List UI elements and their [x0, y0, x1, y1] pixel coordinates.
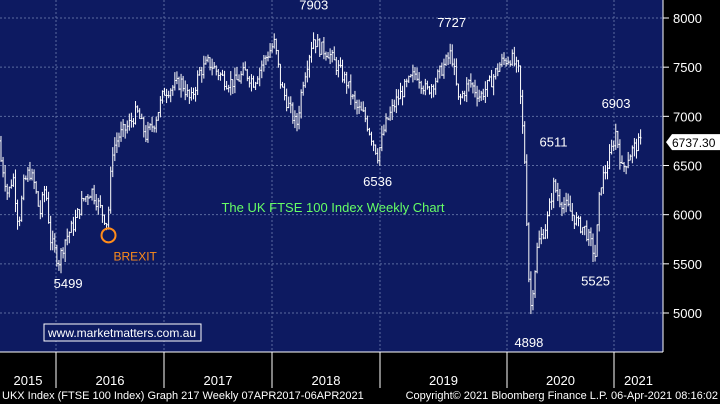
- x-tick-label: 2018: [312, 373, 341, 388]
- x-tick-label: 2015: [14, 373, 43, 388]
- y-tick-label: 7500: [673, 60, 702, 75]
- value-annotation: 4898: [514, 335, 543, 350]
- last-price-label: 6737.30: [672, 136, 716, 150]
- watermark-text: www.marketmatters.com.au: [47, 326, 196, 340]
- y-tick-label: 6000: [673, 208, 702, 223]
- price-annotations: 7903 7727 6536 6511 6903 5499 5525 4898: [54, 0, 631, 350]
- footer-source: UKX Index (FTSE 100 Index) Graph 217 Wee…: [2, 390, 364, 402]
- x-axis-ticks: 2015 2016 2017 2018 2019 2020 2021: [0, 351, 663, 388]
- value-annotation: 7727: [437, 15, 466, 30]
- brexit-marker: BREXIT: [100, 227, 158, 263]
- y-axis-panel: [663, 0, 720, 388]
- gridlines: [0, 0, 663, 352]
- price-bars: [0, 32, 642, 315]
- watermark: www.marketmatters.com.au: [43, 323, 202, 342]
- value-annotation: 5499: [54, 276, 83, 291]
- y-tick-label: 7000: [673, 109, 702, 124]
- y-axis-ticks: 5000 5500 6000 6500 7000 7500 8000: [662, 0, 702, 352]
- brexit-label: BREXIT: [114, 249, 158, 263]
- plot-background: [0, 0, 663, 352]
- value-annotation: 6511: [539, 134, 567, 149]
- last-price-tag-shape: [666, 134, 720, 151]
- footer-copyright: Copyright© 2021 Bloomberg Finance L.P. 0…: [405, 390, 718, 402]
- x-tick-label: 2020: [546, 373, 575, 388]
- x-tick-label: 2016: [96, 373, 125, 388]
- value-annotation: 5525: [581, 273, 610, 288]
- y-tick-label: 5000: [673, 306, 702, 321]
- x-tick-label: 2019: [429, 373, 458, 388]
- x-axis-panel: [0, 352, 663, 388]
- value-annotation: 6903: [602, 96, 631, 111]
- chart-title: The UK FTSE 100 Index Weekly Chart: [221, 200, 444, 215]
- brexit-circle-icon: [100, 227, 117, 244]
- footer-bar: UKX Index (FTSE 100 Index) Graph 217 Wee…: [0, 388, 720, 404]
- watermark-box: [43, 323, 202, 342]
- y-tick-label: 6500: [673, 159, 702, 174]
- y-tick-label: 8000: [673, 11, 702, 26]
- last-price-tag: 6737.30: [666, 134, 720, 151]
- x-tick-label: 2017: [204, 373, 233, 388]
- y-tick-label: 5500: [673, 257, 702, 272]
- value-annotation: 7903: [299, 0, 328, 13]
- x-tick-label: 2021: [624, 373, 653, 388]
- value-annotation: 6536: [363, 174, 392, 189]
